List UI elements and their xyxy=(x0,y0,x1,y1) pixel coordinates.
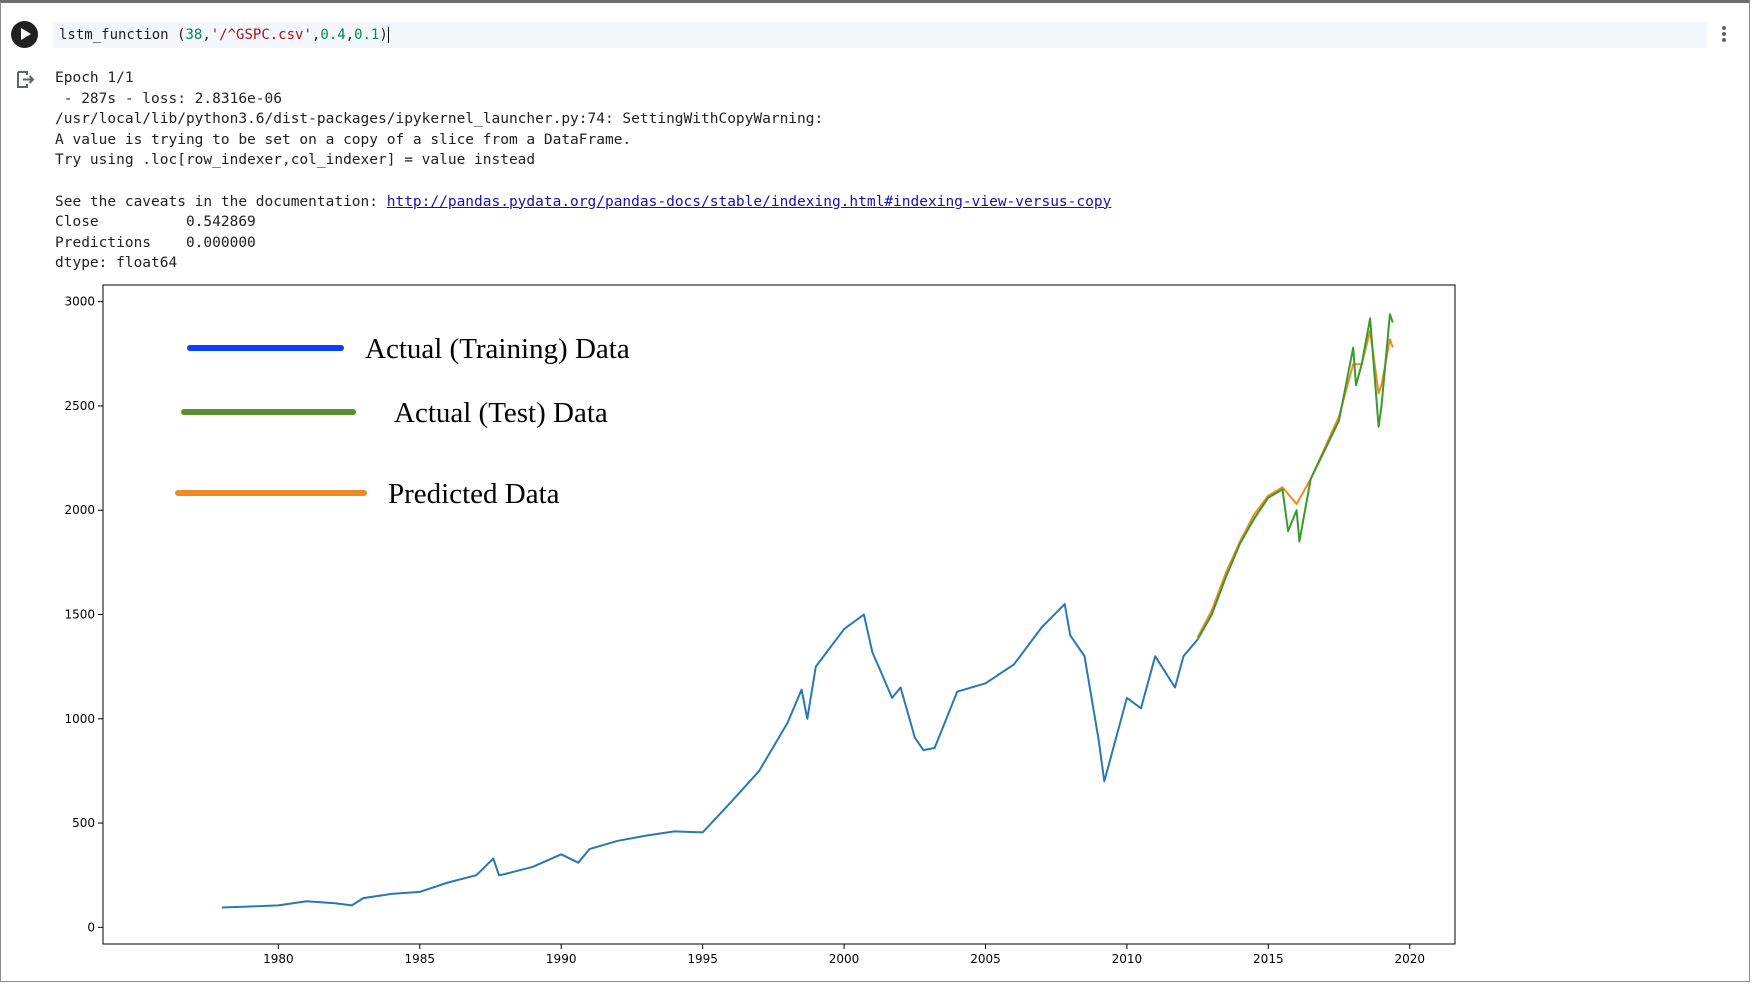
y-tick-label: 3000 xyxy=(64,295,95,309)
y-tick-label: 1500 xyxy=(64,608,95,622)
output-line: /usr/local/lib/python3.6/dist-packages/i… xyxy=(55,111,824,128)
run-cell-button[interactable] xyxy=(11,21,38,48)
output-line: Epoch 1/1 xyxy=(55,70,134,86)
caveat-prefix: See the caveats in the documentation: xyxy=(55,193,387,210)
x-tick-label: 2000 xyxy=(829,952,860,966)
x-tick-label: 1985 xyxy=(405,952,436,966)
text-cursor xyxy=(387,27,389,43)
code-arg: '/^GSPC.csv' xyxy=(210,27,312,43)
code-comma: , xyxy=(311,27,321,43)
chart-area: 1980 1985 1990 1995 2000 2005 2010 2015 2020 0 500… xyxy=(0,280,1752,980)
y-tick-label: 2000 xyxy=(64,503,95,517)
x-tick-label: 1980 xyxy=(263,952,294,966)
x-tick-label: 2010 xyxy=(1112,952,1143,966)
line-chart: 1980 1985 1990 1995 2000 2005 2010 2015 2020 0 500… xyxy=(64,284,1456,966)
code-comma: , xyxy=(345,27,355,43)
series-line-0 xyxy=(221,603,1199,909)
y-tick-label: 1000 xyxy=(64,712,95,726)
plot-frame xyxy=(102,284,1456,945)
output-line: Try using .loc[row_indexer,col_indexer] … xyxy=(55,152,536,169)
output-line: - 287s - loss: 2.8316e-06 xyxy=(55,90,282,107)
series-line-1 xyxy=(1196,329,1394,638)
code-arg: 0.1 xyxy=(354,27,380,43)
output-line: A value is trying to be set on a copy of… xyxy=(55,131,632,148)
y-tick-label: 2500 xyxy=(64,399,95,413)
code-function-name: lstm_function xyxy=(59,27,178,43)
code-editor[interactable]: lstm_function (38,'/^GSPC.csv',0.4,0.1) xyxy=(53,22,1707,48)
x-tick-label: 1990 xyxy=(546,952,577,966)
cell-output: Epoch 1/1 - 287s - loss: 2.8316e-06 /usr… xyxy=(55,68,1111,274)
legend-label: Actual (Test) Data xyxy=(394,397,608,429)
y-tick-label: 500 xyxy=(72,816,95,830)
result-line: Close 0.542869 xyxy=(55,214,256,231)
code-cell[interactable]: lstm_function (38,'/^GSPC.csv',0.4,0.1) xyxy=(0,12,1752,58)
x-tick-label: 2020 xyxy=(1394,952,1425,966)
code-comma: , xyxy=(202,27,211,43)
pandas-docs-link[interactable]: http://pandas.pydata.org/pandas-docs/sta… xyxy=(386,193,1112,210)
legend-label: Actual (Training) Data xyxy=(365,333,630,365)
code-open-paren: ( xyxy=(177,27,186,43)
legend-label: Predicted Data xyxy=(388,478,560,510)
result-line: dtype: float64 xyxy=(55,255,178,272)
code-close-paren: ) xyxy=(379,27,388,43)
code-arg: 38 xyxy=(185,27,203,43)
code-arg: 0.4 xyxy=(320,27,346,43)
result-line: Predictions 0.000000 xyxy=(55,234,256,251)
series-line-2 xyxy=(1196,313,1394,640)
x-tick-label: 2015 xyxy=(1253,952,1284,966)
y-tick-label: 0 xyxy=(87,920,95,934)
x-tick-label: 1995 xyxy=(687,952,718,966)
output-arrow-icon[interactable] xyxy=(16,70,36,90)
vertical-dots-icon[interactable] xyxy=(1720,24,1728,48)
x-tick-label: 2005 xyxy=(970,952,1001,966)
